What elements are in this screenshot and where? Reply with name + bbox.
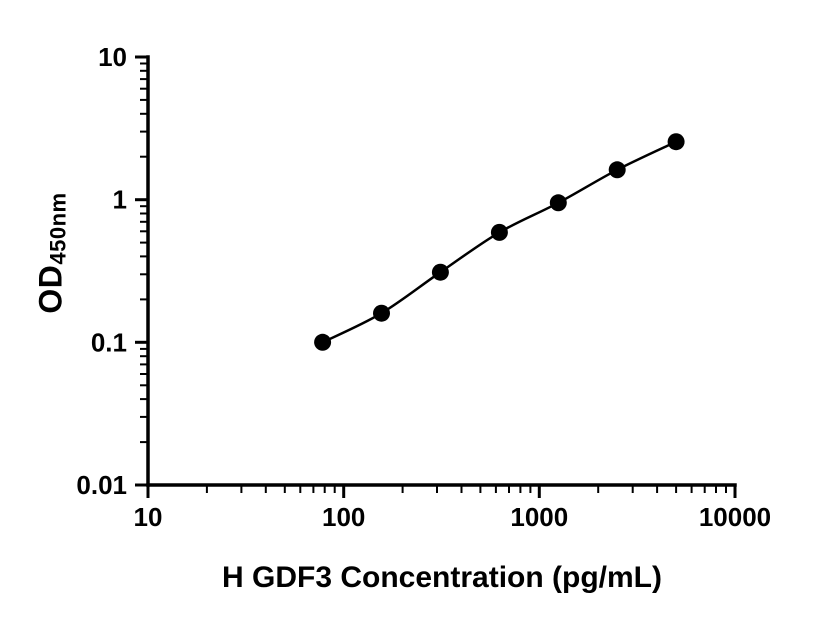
x-axis-title: H GDF3 Concentration (pg/mL): [222, 561, 662, 594]
data-point: [431, 263, 449, 281]
tick-labels: 10 100 1000 10000 0.01 0.1 1 10: [76, 42, 771, 532]
data-point: [490, 223, 508, 241]
x-tick-label: 100: [322, 502, 365, 532]
y-axis-title-sub: 450nm: [45, 192, 71, 265]
y-axis-title-main: OD: [32, 264, 69, 314]
y-axis-title: OD450nm: [33, 192, 72, 313]
x-tick-label: 1000: [510, 502, 568, 532]
ticks: [135, 55, 737, 498]
data-point: [667, 133, 685, 151]
y-tick-label: 0.01: [76, 470, 127, 500]
y-tick-label: 1: [113, 185, 127, 215]
x-tick-label: 10000: [699, 502, 771, 532]
data-point: [608, 161, 626, 179]
x-tick-label: 10: [134, 502, 163, 532]
data-point: [314, 333, 332, 351]
y-tick-label: 10: [98, 42, 127, 72]
data-point: [549, 194, 567, 212]
y-tick-label: 0.1: [91, 327, 127, 357]
axes: [146, 55, 737, 487]
data-point: [373, 304, 390, 322]
